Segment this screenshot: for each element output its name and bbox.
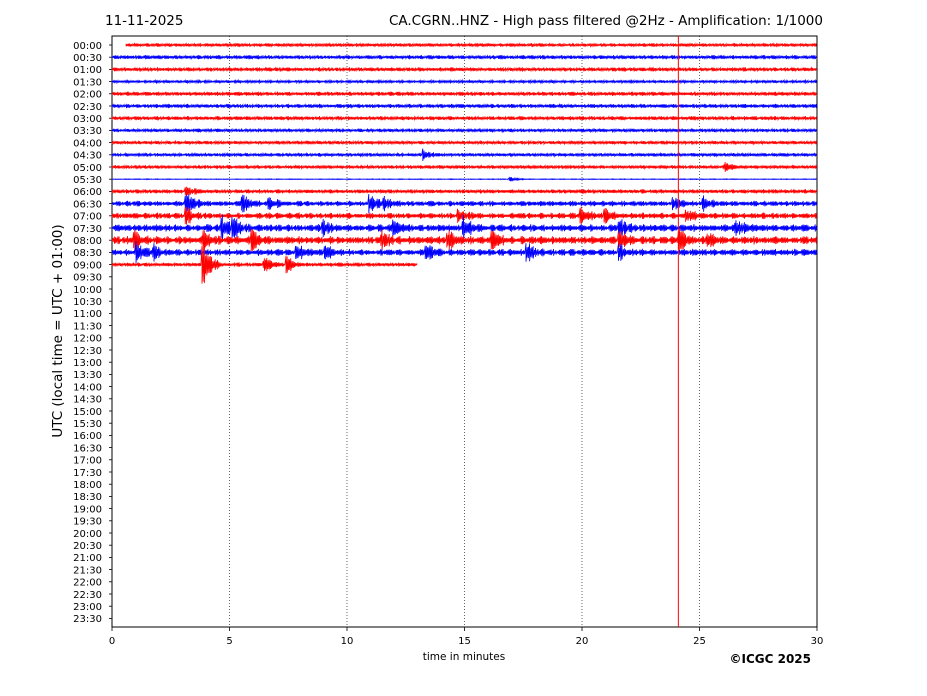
trace-0900: [111, 245, 418, 284]
y-tick-label: 08:30: [73, 248, 102, 259]
trace-0700: [111, 206, 817, 225]
x-tick-label: 15: [458, 636, 471, 647]
x-tick-labels: 0 5 10 15 20 25 30: [109, 627, 824, 647]
y-tick-label: 23:00: [73, 602, 102, 613]
y-tick-label: 00:00: [73, 41, 102, 52]
date-label: 11-11-2025: [105, 13, 183, 29]
trace-0100: [111, 66, 817, 73]
x-axis-label: time in minutes: [423, 651, 505, 663]
y-tick-label: 11:00: [73, 309, 102, 320]
y-tick-label: 12:30: [73, 346, 102, 357]
trace-0230: [111, 102, 817, 109]
x-tick-label: 0: [109, 636, 115, 647]
trace-0830: [111, 241, 817, 264]
x-tick-label: 10: [341, 636, 354, 647]
y-tick-label: 20:30: [73, 541, 102, 552]
y-tick-label: 10:00: [73, 285, 102, 296]
y-tick-label: 11:30: [73, 321, 102, 332]
y-tick-label: 16:30: [73, 443, 102, 454]
y-axis-label: UTC (local time = UTC + 01:00): [50, 224, 66, 437]
y-tick-label: 08:00: [73, 236, 102, 247]
trace-0730: [111, 214, 817, 242]
y-tick-label: 05:30: [73, 175, 102, 186]
trace-0000: [125, 42, 817, 48]
y-tick-label: 06:00: [73, 187, 102, 198]
y-tick-label: 13:30: [73, 370, 102, 381]
y-tick-label: 02:00: [73, 90, 102, 101]
trace-0300: [111, 115, 817, 122]
y-tick-label: 07:00: [73, 212, 102, 223]
y-tick-label: 05:00: [73, 163, 102, 174]
seismic-traces: [111, 36, 817, 627]
y-tick-label: 22:30: [73, 590, 102, 601]
trace-0400: [111, 139, 817, 146]
y-tick-label: 04:30: [73, 151, 102, 162]
x-tick-label: 20: [576, 636, 589, 647]
y-tick-label: 18:00: [73, 480, 102, 491]
trace-0600: [111, 186, 817, 197]
x-tick-label: 25: [693, 636, 706, 647]
trace-0200: [111, 90, 817, 97]
trace-0130: [111, 78, 817, 85]
y-tick-label: 14:30: [73, 395, 102, 406]
trace-0630: [111, 193, 817, 214]
y-tick-label: 17:00: [73, 456, 102, 467]
trace-0030: [111, 54, 817, 61]
y-tick-label: 16:00: [73, 431, 102, 442]
y-tick-label: 19:30: [73, 517, 102, 528]
y-tick-label: 17:30: [73, 468, 102, 479]
y-tick-label: 01:30: [73, 77, 102, 88]
y-tick-label: 19:00: [73, 504, 102, 515]
y-tick-label: 23:30: [73, 614, 102, 625]
plot-frame: [111, 35, 818, 628]
y-tick-label: 03:30: [73, 126, 102, 137]
vertical-grid: [229, 36, 700, 627]
trace-0500: [111, 162, 817, 172]
y-tick-label: 21:30: [73, 565, 102, 576]
y-tick-label: 03:00: [73, 114, 102, 125]
y-tick-label: 12:00: [73, 334, 102, 345]
y-tick-label: 07:30: [73, 224, 102, 235]
y-tick-label: 06:30: [73, 199, 102, 210]
chart-title: CA.CGRN..HNZ - High pass filtered @2Hz -…: [389, 13, 823, 29]
trace-0330: [111, 127, 817, 134]
y-tick-label: 00:30: [73, 53, 102, 64]
y-tick-label: 09:00: [73, 260, 102, 271]
copyright-label: ©ICGC 2025: [729, 652, 811, 666]
y-tick-label: 20:00: [73, 529, 102, 540]
y-tick-label: 02:30: [73, 102, 102, 113]
trace-0530: [111, 176, 817, 182]
y-tick-label: 04:00: [73, 138, 102, 149]
y-tick-label: 21:00: [73, 553, 102, 564]
y-tick-label: 09:30: [73, 273, 102, 284]
y-tick-label: 18:30: [73, 492, 102, 503]
y-tick-label: 01:00: [73, 65, 102, 76]
y-tick-label: 14:00: [73, 382, 102, 393]
x-tick-label: 30: [811, 636, 824, 647]
x-tick-label: 5: [226, 636, 232, 647]
y-tick-label: 10:30: [73, 297, 102, 308]
trace-0430: [111, 148, 817, 162]
y-tick-label: 15:00: [73, 407, 102, 418]
y-tick-label: 15:30: [73, 419, 102, 430]
y-tick-label: 13:00: [73, 358, 102, 369]
trace-0800: [111, 229, 817, 252]
y-tick-label: 22:00: [73, 578, 102, 589]
